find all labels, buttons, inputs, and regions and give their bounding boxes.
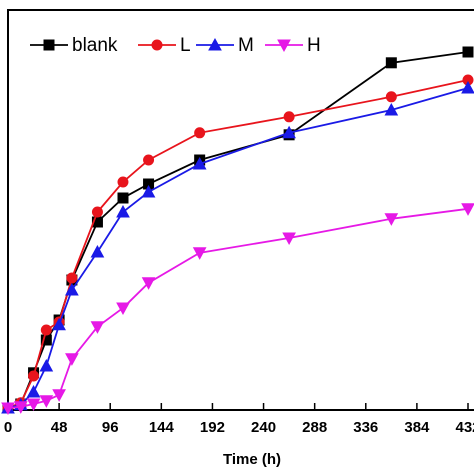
marker: [194, 127, 206, 139]
x-tick-label: 96: [102, 419, 119, 436]
series-line: [7, 207, 469, 409]
legend-marker: [277, 39, 291, 53]
marker: [28, 370, 40, 382]
marker: [116, 302, 130, 316]
series-line: [7, 87, 469, 409]
marker: [143, 154, 155, 166]
marker: [384, 213, 399, 226]
x-tick-label: 192: [200, 419, 225, 436]
x-tick-label: 432: [455, 419, 474, 436]
marker: [283, 111, 295, 123]
legend-label: blank: [72, 35, 118, 56]
marker: [282, 232, 296, 246]
x-tick-label: 240: [251, 419, 276, 436]
marker: [52, 389, 66, 402]
marker: [26, 384, 41, 398]
series-line: [7, 79, 469, 409]
marker: [385, 91, 397, 103]
legend-marker: [43, 39, 55, 51]
x-tick-label: 144: [149, 419, 175, 436]
marker: [91, 206, 103, 218]
marker: [117, 192, 129, 204]
plot-frame: [7, 9, 474, 411]
marker: [90, 244, 105, 258]
legend-label: L: [180, 35, 191, 56]
x-tick-label: 288: [302, 419, 327, 436]
x-tick-label: 336: [353, 419, 378, 436]
legend-label: H: [307, 35, 321, 56]
marker: [282, 125, 296, 139]
marker: [117, 176, 129, 188]
legend-marker: [208, 37, 222, 51]
marker: [65, 282, 79, 296]
marker: [385, 57, 397, 69]
marker: [384, 102, 399, 116]
marker: [66, 272, 78, 284]
marker: [39, 358, 54, 372]
x-tick-label: 0: [4, 419, 12, 436]
marker: [461, 80, 474, 94]
marker: [116, 204, 130, 218]
marker: [141, 277, 156, 290]
marker: [192, 156, 207, 170]
marker: [40, 324, 52, 336]
x-tick-label: 384: [404, 419, 430, 436]
marker: [26, 398, 41, 412]
x-axis-label: Time (h): [223, 451, 281, 468]
marker: [90, 321, 105, 334]
marker: [462, 46, 474, 58]
marker: [65, 353, 79, 366]
legend-label: M: [238, 35, 254, 56]
x-tick-label: 48: [51, 419, 68, 436]
marker: [192, 247, 207, 260]
marker: [52, 317, 66, 331]
marker: [141, 184, 156, 198]
marker: [461, 203, 474, 216]
marker: [1, 402, 15, 416]
marker: [13, 401, 28, 414]
legend-marker: [151, 39, 163, 51]
marker: [39, 395, 54, 408]
